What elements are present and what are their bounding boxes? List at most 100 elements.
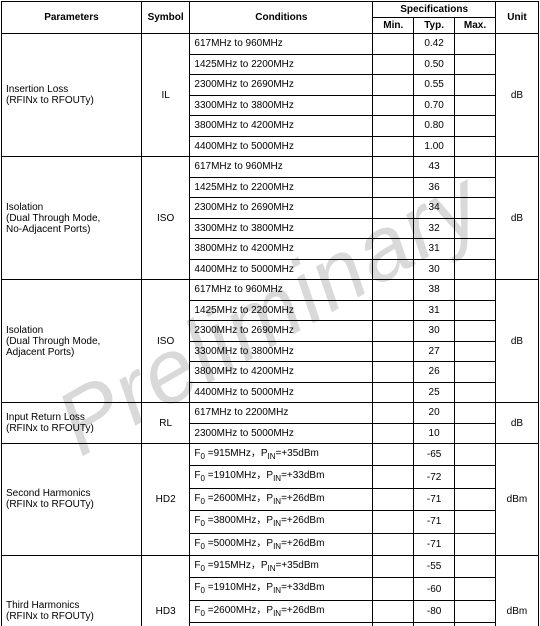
symbol-cell: ISO <box>141 157 190 280</box>
condition-cell: 3300MHz to 3800MHz <box>190 95 373 116</box>
param-cell: Second Harmonics(RFINx to RFOUTy) <box>2 444 142 556</box>
min-cell <box>373 218 414 239</box>
condition-cell: 1425MHz to 2200MHz <box>190 54 373 75</box>
condition-cell: F0 =2600MHz，PIN=+26dBm <box>190 488 373 510</box>
typ-cell: -72 <box>414 466 455 488</box>
min-cell <box>373 555 414 577</box>
th-conditions: Conditions <box>190 2 373 34</box>
th-parameters: Parameters <box>2 2 142 34</box>
max-cell <box>455 600 496 622</box>
condition-cell: 3800MHz to 4200MHz <box>190 116 373 137</box>
typ-cell: -65 <box>414 444 455 466</box>
condition-cell: 3300MHz to 3800MHz <box>190 218 373 239</box>
min-cell <box>373 157 414 178</box>
max-cell <box>455 555 496 577</box>
min-cell <box>373 116 414 137</box>
min-cell <box>373 423 414 444</box>
typ-cell: 36 <box>414 177 455 198</box>
min-cell <box>373 382 414 403</box>
condition-cell: F0 =1910MHz，PIN=+33dBm <box>190 466 373 488</box>
condition-cell: 3800MHz to 4200MHz <box>190 362 373 383</box>
condition-cell: F0 =915MHz，PIN=+35dBm <box>190 444 373 466</box>
max-cell <box>455 239 496 260</box>
unit-cell: dB <box>495 34 538 157</box>
min-cell <box>373 578 414 600</box>
table-row: Isolation(Dual Through Mode,No-Adjacent … <box>2 157 539 178</box>
typ-cell: 26 <box>414 362 455 383</box>
typ-cell: 10 <box>414 423 455 444</box>
condition-cell: 3300MHz to 3800MHz <box>190 341 373 362</box>
min-cell <box>373 34 414 55</box>
condition-cell: 617MHz to 2200MHz <box>190 403 373 424</box>
typ-cell: 1.00 <box>414 136 455 157</box>
typ-cell: 25 <box>414 382 455 403</box>
typ-cell: -74 <box>414 623 455 626</box>
max-cell <box>455 382 496 403</box>
min-cell <box>373 198 414 219</box>
typ-cell: -60 <box>414 578 455 600</box>
th-min: Min. <box>373 18 414 34</box>
condition-cell: F0 =3800MHz，PIN=+26dBm <box>190 623 373 626</box>
typ-cell: 0.55 <box>414 75 455 96</box>
max-cell <box>455 34 496 55</box>
min-cell <box>373 54 414 75</box>
typ-cell: -55 <box>414 555 455 577</box>
typ-cell: 34 <box>414 198 455 219</box>
typ-cell: -71 <box>414 533 455 555</box>
typ-cell: 43 <box>414 157 455 178</box>
max-cell <box>455 136 496 157</box>
condition-cell: 1425MHz to 2200MHz <box>190 177 373 198</box>
th-unit: Unit <box>495 2 538 34</box>
th-typ: Typ. <box>414 18 455 34</box>
condition-cell: F0 =915MHz，PIN=+35dBm <box>190 555 373 577</box>
condition-cell: 1425MHz to 2200MHz <box>190 300 373 321</box>
min-cell <box>373 259 414 280</box>
param-cell: Insertion Loss(RFINx to RFOUTy) <box>2 34 142 157</box>
unit-cell: dB <box>495 403 538 444</box>
min-cell <box>373 511 414 533</box>
symbol-cell: HD3 <box>141 555 190 626</box>
condition-cell: F0 =3800MHz，PIN=+26dBm <box>190 511 373 533</box>
max-cell <box>455 157 496 178</box>
symbol-cell: IL <box>141 34 190 157</box>
condition-cell: F0 =1910MHz，PIN=+33dBm <box>190 578 373 600</box>
typ-cell: 31 <box>414 239 455 260</box>
max-cell <box>455 623 496 626</box>
typ-cell: -71 <box>414 511 455 533</box>
min-cell <box>373 341 414 362</box>
typ-cell: -80 <box>414 600 455 622</box>
symbol-cell: RL <box>141 403 190 444</box>
condition-cell: F0 =5000MHz，PIN=+26dBm <box>190 533 373 555</box>
max-cell <box>455 198 496 219</box>
spec-table: Parameters Symbol Conditions Specificati… <box>1 1 539 626</box>
max-cell <box>455 218 496 239</box>
max-cell <box>455 259 496 280</box>
typ-cell: 30 <box>414 321 455 342</box>
max-cell <box>455 403 496 424</box>
condition-cell: 2300MHz to 5000MHz <box>190 423 373 444</box>
min-cell <box>373 488 414 510</box>
condition-cell: 2300MHz to 2690MHz <box>190 198 373 219</box>
min-cell <box>373 321 414 342</box>
max-cell <box>455 95 496 116</box>
min-cell <box>373 239 414 260</box>
min-cell <box>373 533 414 555</box>
max-cell <box>455 116 496 137</box>
max-cell <box>455 511 496 533</box>
min-cell <box>373 300 414 321</box>
max-cell <box>455 321 496 342</box>
unit-cell: dB <box>495 157 538 280</box>
table-row: Third Harmonics(RFINx to RFOUTy)HD3F0 =9… <box>2 555 539 577</box>
max-cell <box>455 341 496 362</box>
max-cell <box>455 280 496 301</box>
typ-cell: 31 <box>414 300 455 321</box>
typ-cell: 38 <box>414 280 455 301</box>
condition-cell: 3800MHz to 4200MHz <box>190 239 373 260</box>
table-row: Second Harmonics(RFINx to RFOUTy)HD2F0 =… <box>2 444 539 466</box>
min-cell <box>373 362 414 383</box>
condition-cell: F0 =2600MHz，PIN=+26dBm <box>190 600 373 622</box>
max-cell <box>455 533 496 555</box>
min-cell <box>373 623 414 626</box>
min-cell <box>373 136 414 157</box>
condition-cell: 617MHz to 960MHz <box>190 34 373 55</box>
